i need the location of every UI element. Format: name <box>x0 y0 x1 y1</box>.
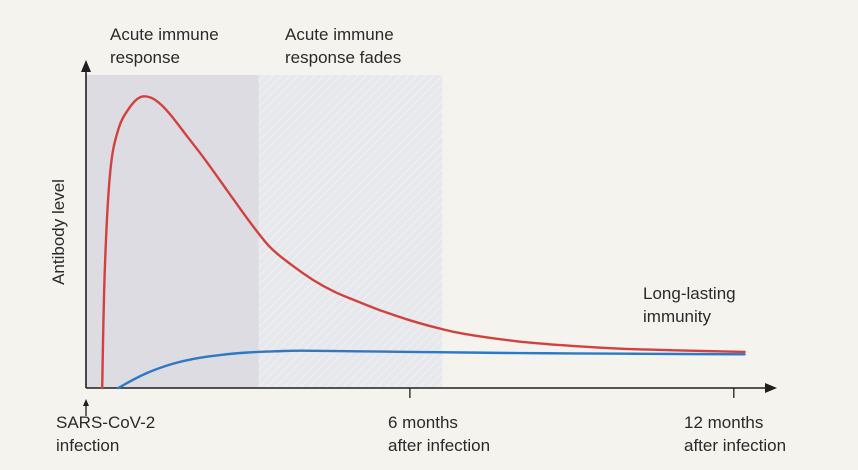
tick-label-2: 6 months after infection <box>388 413 490 455</box>
x-axis-arrowhead <box>765 383 777 393</box>
region-label-2-line-2: response fades <box>285 48 401 67</box>
series-line-red-curve <box>101 95 746 390</box>
tick-label-1-line-2: infection <box>56 436 119 455</box>
tick-label-2-line-2: after infection <box>388 436 490 455</box>
annotation-long-lasting-immunity-line-1: Long-lasting <box>643 284 736 303</box>
tick-label-3-line-1: 12 months <box>684 413 763 432</box>
tick-label-2-line-1: 6 months <box>388 413 458 432</box>
tick-label-3-line-2: after infection <box>684 436 786 455</box>
region-label-1-line-1: Acute immune <box>110 25 219 44</box>
region-acute-response <box>86 75 259 388</box>
tick-label-1: SARS-CoV-2 infection <box>56 413 155 455</box>
region-label-2-line-1: Acute immune <box>285 25 394 44</box>
tick-label-3: 12 months after infection <box>684 413 786 455</box>
tick-arrowhead-1 <box>83 399 89 406</box>
region-response-fades <box>258 75 443 388</box>
y-axis-label: Antibody level <box>49 179 68 285</box>
y-axis-arrowhead <box>81 60 91 72</box>
region-label-2: Acute immune response fades <box>285 25 401 67</box>
tick-label-1-line-1: SARS-CoV-2 <box>56 413 155 432</box>
region-label-1-line-2: response <box>110 48 180 67</box>
annotation-long-lasting-immunity-line-2: immunity <box>643 307 712 326</box>
series-line-blue-curve <box>117 349 746 390</box>
region-label-1: Acute immune response <box>110 25 219 67</box>
annotation-long-lasting-immunity: Long-lasting immunity <box>643 284 736 326</box>
